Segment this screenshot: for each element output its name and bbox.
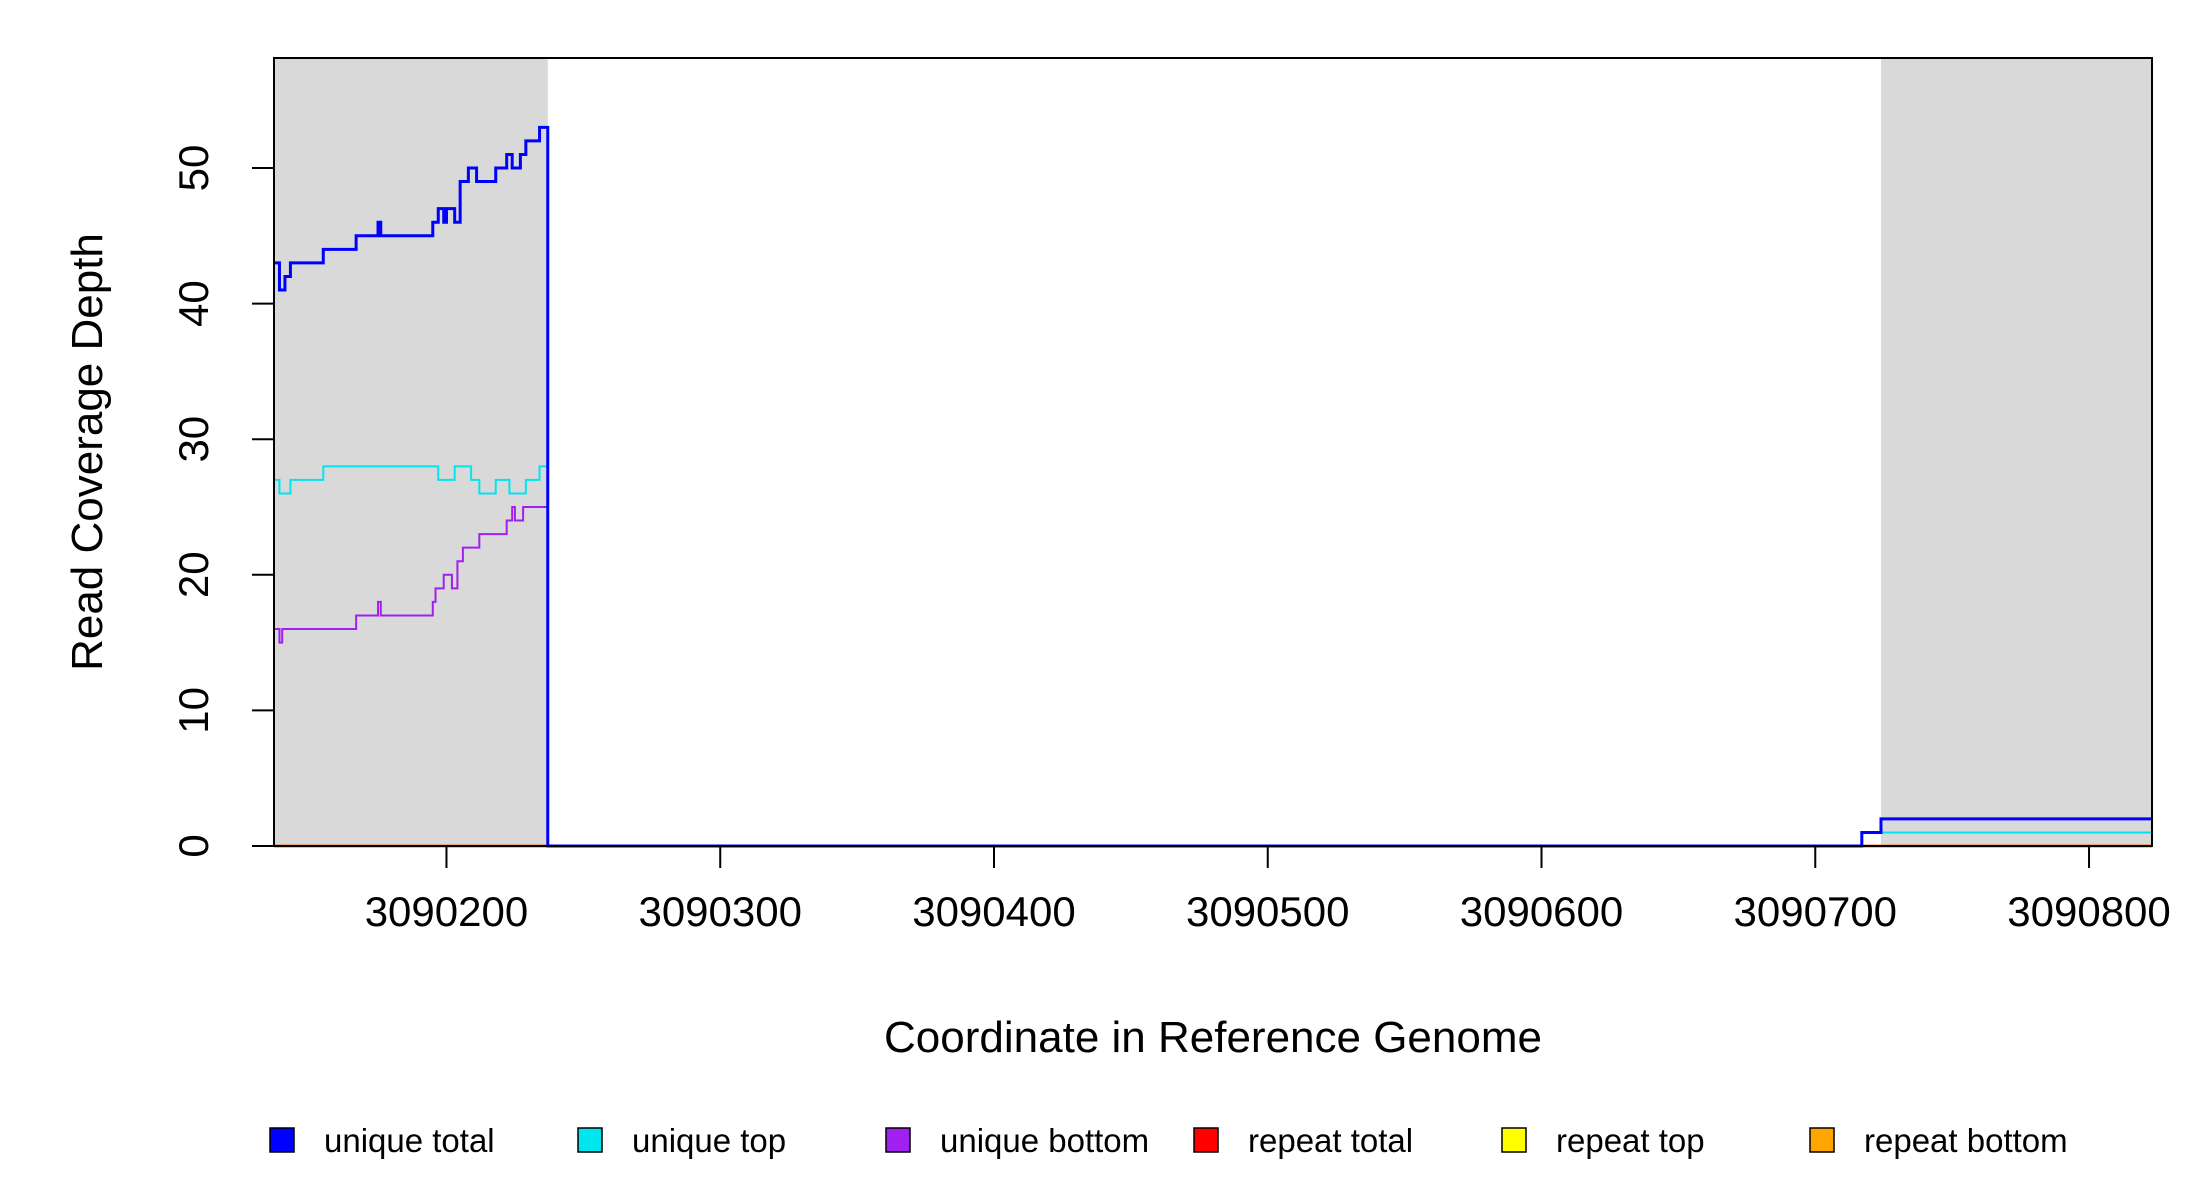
y-tick-label-40: 40 bbox=[170, 280, 217, 327]
shaded-regions bbox=[274, 58, 2152, 846]
x-axis: 3090200 3090300 3090400 3090500 3090600 30907… bbox=[365, 846, 2171, 935]
legend-label-repeat-bottom: repeat bottom bbox=[1864, 1122, 2068, 1159]
y-axis: 0 10 20 30 40 50 bbox=[170, 145, 275, 858]
legend-swatch-unique-bottom bbox=[885, 1127, 911, 1153]
legend-label-repeat-total: repeat total bbox=[1248, 1122, 1413, 1159]
plot-frame bbox=[273, 57, 2153, 847]
y-tick-label-10: 10 bbox=[170, 687, 217, 734]
x-tick-label-3090200: 3090200 bbox=[365, 888, 529, 935]
x-tick-label-3090600: 3090600 bbox=[1460, 888, 1624, 935]
series-lines bbox=[274, 125, 2152, 848]
y-tick-label-20: 20 bbox=[170, 551, 217, 598]
x-tick-label-3090300: 3090300 bbox=[638, 888, 802, 935]
legend-swatch-unique-top bbox=[577, 1127, 603, 1153]
legend-label-unique-top: unique top bbox=[632, 1122, 786, 1159]
y-axis-title: Read Coverage Depth bbox=[63, 233, 112, 671]
series-line-unique-top bbox=[274, 465, 2152, 847]
y-tick-label-0: 0 bbox=[170, 834, 217, 857]
x-axis-title: Coordinate in Reference Genome bbox=[884, 1013, 1542, 1062]
y-tick-label-30: 30 bbox=[170, 416, 217, 463]
legend-label-unique-bottom: unique bottom bbox=[940, 1122, 1149, 1159]
legend-swatch-repeat-bottom bbox=[1809, 1127, 1835, 1153]
shaded-region-2 bbox=[1880, 58, 2152, 846]
legend: unique total unique top unique bottom repea… bbox=[269, 1122, 2068, 1159]
shaded-region-1 bbox=[274, 58, 548, 846]
x-tick-label-3090400: 3090400 bbox=[912, 888, 1076, 935]
y-tick-label-50: 50 bbox=[170, 145, 217, 192]
series-line-unique-bottom bbox=[274, 506, 2152, 847]
series-line-unique-total bbox=[274, 125, 2152, 848]
legend-label-repeat-top: repeat top bbox=[1556, 1122, 1705, 1159]
x-tick-label-3090700: 3090700 bbox=[1734, 888, 1898, 935]
x-tick-label-3090800: 3090800 bbox=[2007, 888, 2171, 935]
x-tick-label-3090500: 3090500 bbox=[1186, 888, 1350, 935]
legend-label-unique-total: unique total bbox=[324, 1122, 495, 1159]
legend-swatch-repeat-total bbox=[1193, 1127, 1219, 1153]
legend-swatch-unique-total bbox=[269, 1127, 295, 1153]
legend-swatch-repeat-top bbox=[1501, 1127, 1527, 1153]
